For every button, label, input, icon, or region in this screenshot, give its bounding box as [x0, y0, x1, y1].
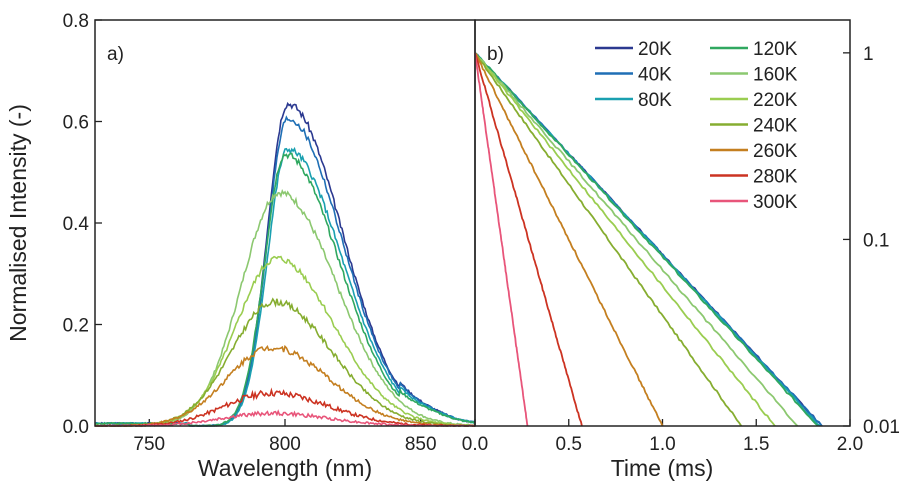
panel-b-x-tick-label: 2.0	[837, 434, 863, 455]
panel-a: 750 800 850 0.0 0.2 0.4 0.6 0.8 a) Wavelength (…	[5, 11, 476, 481]
spectrum-line-20K	[94, 101, 476, 428]
panel-a-y-tick-label: 0.6	[63, 113, 89, 134]
panel-b-x-tick-label: 1.0	[649, 434, 675, 455]
legend-label-240K: 240K	[753, 116, 798, 137]
legend-label-280K: 280K	[753, 167, 798, 188]
panel-a-x-tick-label: 800	[269, 434, 301, 455]
panel-a-y-axis-label: Normalised Intensity (-)	[5, 104, 31, 342]
spectrum-line-120K	[94, 152, 476, 427]
panel-a-x-tick-label: 750	[133, 434, 165, 455]
spectrum-line-40K	[94, 115, 476, 428]
decay-line-300K	[474, 52, 529, 427]
panel-b-x-axis-label: Time (ms)	[611, 455, 714, 481]
panel-b-y-tick-label: 0.1	[863, 230, 889, 251]
panel-a-frame	[94, 19, 476, 427]
panel-a-y-tick-label: 0.8	[63, 11, 89, 32]
decay-line-160K	[474, 52, 799, 427]
panel-b-frame	[474, 19, 851, 427]
panel-a-ticks: 750 800 850 0.0 0.2 0.4 0.6 0.8	[63, 11, 437, 455]
decay-line-280K	[474, 52, 583, 427]
panel-a-y-tick-label: 0.4	[63, 214, 90, 235]
panel-b-series	[474, 52, 823, 427]
panel-b-label: b)	[487, 44, 504, 65]
spectrum-line-160K	[94, 189, 475, 427]
panel-b-y-tick-label: 0.01	[863, 417, 900, 438]
legend-label-80K: 80K	[638, 90, 672, 111]
panel-a-x-axis-label: Wavelength (nm)	[198, 455, 372, 481]
spectrum-line-240K	[94, 297, 475, 427]
legend-label-260K: 260K	[753, 141, 798, 162]
legend-label-120K: 120K	[753, 39, 798, 60]
panel-b-y-tick-label: 1	[863, 44, 874, 65]
legend-label-20K: 20K	[638, 39, 672, 60]
decay-line-120K	[474, 52, 819, 427]
panel-b-ticks: 0.0 0.5 1.0 1.5 2.00.01 0.1 1	[462, 44, 900, 455]
panel-b-legend: 20K 40K 80K 120K 160K 220K 240K 260K 280K 300K	[595, 39, 798, 213]
legend-label-160K: 160K	[753, 65, 798, 86]
panel-b: 0.0 0.5 1.0 1.5 2.00.01 0.1 1 b) Time (ms) 20K…	[462, 19, 900, 481]
panel-a-x-tick-label: 850	[405, 434, 437, 455]
legend-label-220K: 220K	[753, 90, 798, 111]
decay-line-260K	[474, 52, 664, 427]
spectrum-line-80K	[94, 146, 476, 427]
panel-b-x-tick-label: 1.5	[743, 434, 769, 455]
legend-label-40K: 40K	[638, 65, 672, 86]
panel-a-y-tick-label: 0.0	[63, 417, 89, 438]
decay-line-220K	[474, 52, 776, 427]
panel-a-label: a)	[107, 44, 124, 65]
decay-line-240K	[474, 52, 743, 427]
panel-a-y-tick-label: 0.2	[63, 316, 89, 337]
panel-a-series	[94, 101, 476, 428]
panel-b-x-tick-label: 0.0	[462, 434, 488, 455]
legend-label-300K: 300K	[753, 192, 798, 213]
panel-b-x-tick-label: 0.5	[556, 434, 582, 455]
